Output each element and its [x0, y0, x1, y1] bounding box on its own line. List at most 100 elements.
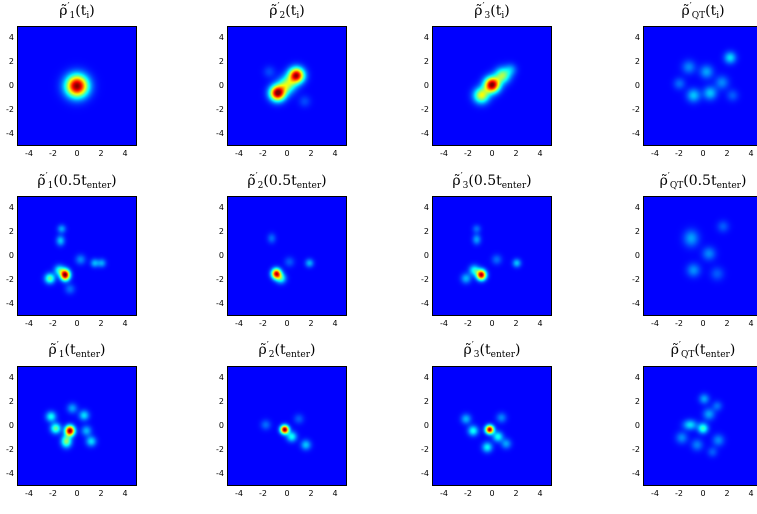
title-close: ): [740, 173, 747, 189]
y-tick-label: 2: [423, 57, 429, 66]
panel-title: ρ̃′2(ti): [197, 2, 377, 21]
title-symbol: ρ̃: [474, 3, 483, 19]
x-tick-label: 0: [489, 489, 495, 498]
title-prime: ′: [689, 2, 692, 12]
y-tick-label: 4: [218, 33, 224, 42]
x-tick-label: 4: [748, 319, 754, 328]
x-tick-label: -2: [49, 319, 57, 328]
y-tick-label: -2: [6, 275, 14, 284]
heatmap-panel: [17, 196, 137, 316]
y-tick-label: 2: [8, 57, 14, 66]
y-tick-label: 0: [218, 81, 224, 90]
title-subscript: 2: [279, 11, 286, 21]
title-subscript: 1: [58, 350, 65, 360]
x-tick-label: 4: [332, 149, 338, 158]
title-subscript: 3: [484, 11, 491, 21]
title-prime: ′: [67, 2, 70, 12]
heatmap-panel: [227, 366, 347, 486]
title-close: ): [504, 3, 510, 19]
title-argument: (t: [75, 3, 87, 19]
heatmap-panel: [17, 26, 137, 146]
x-tick-label: -2: [464, 319, 472, 328]
panel-title: ρ̃′2(0.5tenter): [197, 172, 377, 191]
x-tick-label: 0: [284, 319, 290, 328]
title-argument-subscript: enter: [296, 181, 322, 191]
title-subscript: 2: [257, 181, 264, 191]
title-close: ): [515, 342, 521, 358]
x-tick-label: 4: [332, 489, 338, 498]
panel-title: ρ̃′QT(ti): [613, 2, 757, 21]
x-tick-label: -4: [440, 149, 448, 158]
y-tick-label: 2: [634, 227, 640, 236]
heatmap-panel: [227, 196, 347, 316]
title-close: ): [299, 3, 305, 19]
y-tick-label: -2: [632, 275, 640, 284]
x-tick-label: 2: [308, 149, 314, 158]
title-close: ): [526, 173, 532, 189]
x-tick-label: -4: [651, 319, 659, 328]
y-tick-label: 2: [8, 227, 14, 236]
x-tick-label: -2: [675, 489, 683, 498]
y-tick-label: 0: [8, 251, 14, 260]
y-tick-label: 4: [218, 373, 224, 382]
title-prime: ′: [266, 341, 269, 351]
title-argument-subscript: enter: [285, 350, 310, 360]
panel-title: ρ̃′QT(0.5tenter): [613, 172, 757, 191]
heatmap-panel: [227, 26, 347, 146]
y-tick-label: 4: [634, 33, 640, 42]
panel-title: ρ̃′1(tenter): [0, 341, 167, 360]
title-argument: (t: [64, 342, 76, 358]
heatmap-panel: [432, 196, 552, 316]
title-prime: ′: [460, 172, 463, 182]
title-prime: ′: [678, 341, 681, 351]
title-subscript: 3: [473, 350, 480, 360]
y-tick-label: -4: [216, 299, 224, 308]
title-symbol: ρ̃: [463, 342, 472, 358]
y-tick-label: 4: [218, 203, 224, 212]
title-argument-subscript: enter: [716, 181, 741, 191]
x-tick-label: 0: [700, 319, 706, 328]
title-symbol: ρ̃: [258, 342, 267, 358]
y-tick-label: -2: [216, 275, 224, 284]
y-tick-label: 4: [423, 33, 429, 42]
x-tick-label: -4: [25, 319, 33, 328]
y-tick-label: -2: [632, 445, 640, 454]
title-subscript: QT: [691, 11, 706, 21]
x-tick-label: -2: [675, 319, 683, 328]
title-argument-subscript: enter: [705, 350, 730, 360]
y-tick-label: 0: [423, 421, 429, 430]
y-tick-label: 2: [8, 397, 14, 406]
title-prime: ′: [255, 172, 258, 182]
title-symbol: ρ̃: [247, 173, 256, 189]
title-symbol: ρ̃: [59, 3, 68, 19]
heatmap-panel: [643, 196, 757, 316]
title-subscript: 1: [69, 11, 76, 21]
title-argument: (0.5t: [263, 173, 297, 189]
x-tick-label: -4: [440, 489, 448, 498]
y-tick-label: 0: [423, 81, 429, 90]
title-symbol: ρ̃: [37, 173, 46, 189]
x-tick-label: 2: [98, 319, 104, 328]
x-tick-label: 0: [700, 489, 706, 498]
y-tick-label: 4: [634, 373, 640, 382]
panel-title: ρ̃′2(tenter): [197, 341, 377, 360]
x-tick-label: 4: [122, 489, 128, 498]
x-tick-label: -4: [25, 149, 33, 158]
x-tick-label: 4: [332, 319, 338, 328]
y-tick-label: -2: [421, 445, 429, 454]
x-tick-label: -2: [675, 149, 683, 158]
panel-title: ρ̃′1(ti): [0, 2, 167, 21]
title-subscript: 3: [462, 181, 469, 191]
y-tick-label: -2: [421, 275, 429, 284]
y-tick-label: 2: [218, 227, 224, 236]
x-tick-label: 0: [74, 489, 80, 498]
x-tick-label: 4: [537, 319, 543, 328]
x-tick-label: 0: [700, 149, 706, 158]
title-symbol: ρ̃: [670, 342, 679, 358]
title-close: ): [100, 342, 106, 358]
title-subscript: 2: [268, 350, 275, 360]
title-argument-subscript: enter: [490, 350, 515, 360]
title-argument: (0.5t: [53, 173, 87, 189]
title-prime: ′: [56, 341, 59, 351]
